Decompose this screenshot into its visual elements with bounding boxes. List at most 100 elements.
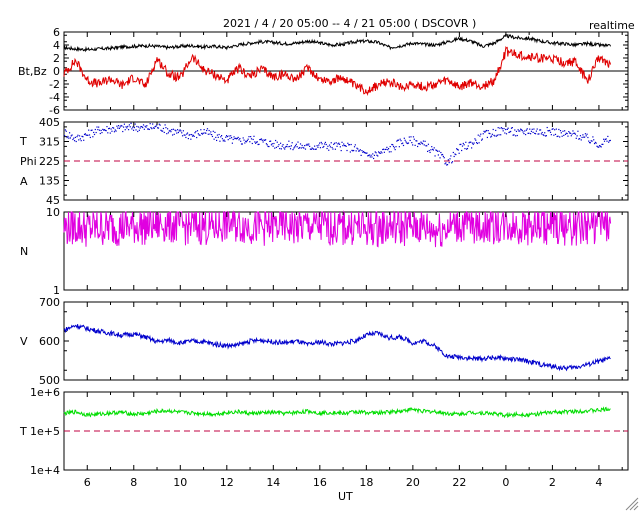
series-phi-point xyxy=(329,146,332,148)
series-phi-point xyxy=(431,146,433,148)
series-phi-point xyxy=(345,145,347,147)
series-phi-point xyxy=(499,127,501,129)
x-tick-label: 22 xyxy=(452,476,466,489)
series-phi-point xyxy=(213,138,215,140)
series-phi-point xyxy=(140,125,142,128)
series-phi-point xyxy=(96,126,98,128)
series-phi-point xyxy=(322,146,324,149)
series-phi-point xyxy=(365,152,367,154)
series-phi-point xyxy=(362,151,364,153)
series-phi-point xyxy=(513,134,515,136)
series-phi-point xyxy=(204,132,206,134)
series-phi-point xyxy=(480,133,482,135)
series-phi-point xyxy=(332,148,334,150)
series-phi-point xyxy=(134,123,136,125)
y-axis-label: T xyxy=(19,135,27,148)
series-phi-point xyxy=(280,148,282,150)
series-phi-point xyxy=(474,138,476,140)
series-phi-point xyxy=(536,128,538,130)
series-phi-point xyxy=(79,138,81,140)
series-phi-point xyxy=(584,133,587,135)
series-phi-point xyxy=(348,144,351,146)
series-phi-point xyxy=(263,139,265,141)
series-phi-point xyxy=(191,135,194,137)
series-phi-point xyxy=(424,140,426,142)
series-phi-point xyxy=(402,144,405,147)
series-phi-point xyxy=(168,130,170,132)
series-phi-point xyxy=(279,147,281,150)
series-phi-point xyxy=(83,133,86,136)
series-phi-point xyxy=(545,135,547,137)
series-phi-point xyxy=(542,134,544,136)
series-phi-point xyxy=(380,151,382,153)
series-phi-point xyxy=(446,164,448,166)
y-tick-label: 315 xyxy=(39,136,60,149)
series-phi-point xyxy=(398,146,400,148)
series-phi-point xyxy=(471,142,474,144)
series-phi-point xyxy=(111,130,113,132)
series-phi-point xyxy=(91,129,93,131)
series-phi-point xyxy=(502,130,504,132)
series-phi-point xyxy=(220,136,222,138)
series-phi-point xyxy=(557,135,559,137)
series-phi-point xyxy=(418,142,420,145)
series-phi-point xyxy=(128,124,130,126)
series-v-line xyxy=(63,324,611,372)
series-phi-point xyxy=(482,133,484,135)
series-phi-point xyxy=(389,145,391,148)
series-phi-point xyxy=(125,126,127,128)
series-phi-point xyxy=(182,130,184,132)
series-phi-point xyxy=(539,129,542,131)
series-phi-point xyxy=(438,150,440,152)
series-phi-point xyxy=(207,133,209,135)
x-tick-label: 14 xyxy=(266,476,280,489)
series-phi-point xyxy=(451,161,454,163)
series-phi-point xyxy=(66,136,68,139)
series-phi-point xyxy=(282,144,284,146)
series-phi-point xyxy=(461,145,464,147)
series-phi-point xyxy=(142,124,145,126)
series-phi-point xyxy=(552,128,554,130)
series-phi-point xyxy=(458,152,460,154)
series-phi-point xyxy=(422,143,424,145)
series-phi-point xyxy=(78,135,81,137)
series-phi-point xyxy=(358,150,361,152)
series-phi-point xyxy=(525,129,528,131)
series-phi-point xyxy=(507,127,509,129)
series-phi-point xyxy=(112,126,114,129)
series-phi-point xyxy=(119,126,121,128)
series-phi-point xyxy=(216,139,218,142)
series-phi-point xyxy=(105,130,107,132)
series-phi-point xyxy=(490,135,493,137)
series-phi-point xyxy=(214,131,216,133)
series-phi-point xyxy=(425,145,427,147)
series-phi-point xyxy=(212,130,214,132)
series-phi-point xyxy=(102,128,104,131)
series-phi-point xyxy=(193,135,195,137)
series-phi-point xyxy=(68,132,71,134)
series-phi-point xyxy=(363,151,366,154)
series-phi-point xyxy=(484,131,486,133)
series-phi-point xyxy=(583,136,585,138)
series-phi-point xyxy=(283,147,285,149)
series-phi-point xyxy=(294,145,297,147)
series-phi-point xyxy=(255,142,257,144)
series-phi-point xyxy=(429,151,431,154)
series-phi-point xyxy=(431,148,434,150)
series-phi-point xyxy=(185,136,187,139)
series-phi-point xyxy=(413,138,415,140)
series-phi-point xyxy=(562,130,564,132)
series-phi-point xyxy=(226,135,229,138)
series-phi-point xyxy=(439,157,441,159)
series-phi-point xyxy=(530,130,533,132)
series-n-line xyxy=(63,210,612,248)
series-phi-point xyxy=(572,130,574,132)
series-phi-point xyxy=(445,162,447,164)
x-axis: 6 8 10 12 14 16 18 20 22 0 2 4 xyxy=(84,476,603,489)
series-phi-point xyxy=(225,135,228,137)
series-phi-point xyxy=(215,136,217,139)
series-phi-point xyxy=(561,135,563,137)
series-phi-point xyxy=(110,128,112,130)
series-phi-point xyxy=(388,151,390,153)
series-phi-point xyxy=(149,123,151,125)
